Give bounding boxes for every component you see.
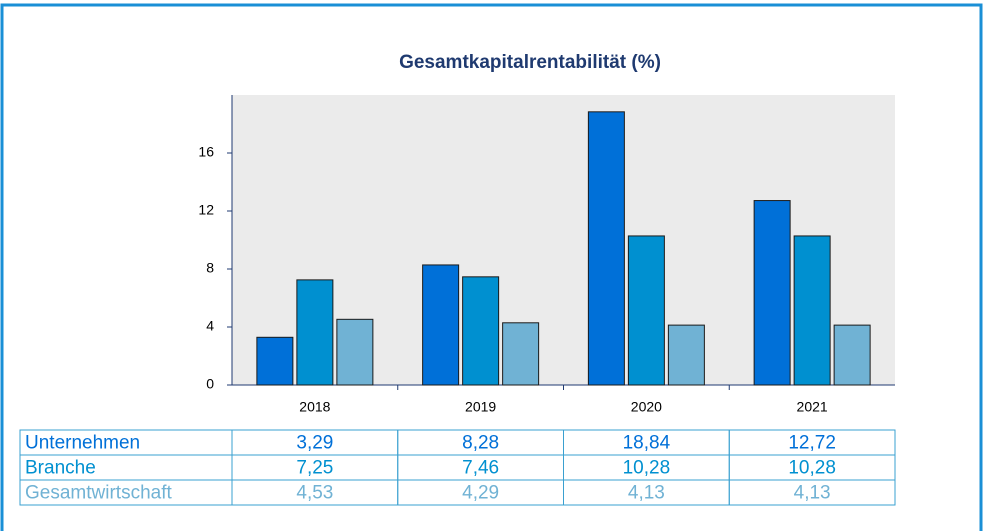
value-label: 4,53	[296, 483, 333, 504]
value-label: 10,28	[623, 458, 671, 479]
y-tick-label: 4	[206, 318, 214, 334]
bar	[627, 235, 665, 386]
bar	[587, 111, 625, 386]
y-tick-label: 12	[198, 202, 214, 218]
value-label: 4,29	[462, 483, 499, 504]
table-cell	[728, 479, 896, 506]
y-tick-label: 16	[198, 144, 214, 160]
bar	[336, 318, 374, 386]
x-tick-label: 2019	[465, 399, 496, 415]
value-label: 4,13	[628, 483, 665, 504]
chart-title: Gesamtkapitalrentabilität (%)	[399, 52, 661, 73]
value-label: 8,28	[462, 433, 499, 454]
series-name: Gesamtwirtschaft	[25, 483, 172, 504]
series-name: Unternehmen	[25, 433, 140, 454]
value-label: 7,25	[296, 458, 333, 479]
value-label: 3,29	[296, 433, 333, 454]
bar	[256, 336, 294, 386]
bar	[296, 279, 334, 386]
value-label: 18,84	[623, 433, 671, 454]
bar	[753, 200, 791, 386]
y-tick-label: 8	[206, 260, 214, 276]
bar	[833, 324, 871, 386]
bar	[793, 235, 831, 386]
value-label: 10,28	[788, 458, 836, 479]
x-tick-label: 2020	[631, 399, 662, 415]
bar	[462, 276, 500, 386]
value-label: 12,72	[788, 433, 836, 454]
bar	[502, 322, 540, 386]
series-name: Branche	[25, 458, 96, 479]
value-label: 7,46	[462, 458, 499, 479]
x-tick-label: 2018	[299, 399, 330, 415]
x-tick-label: 2021	[797, 399, 828, 415]
value-label: 4,13	[794, 483, 831, 504]
bar	[667, 324, 705, 386]
bar	[422, 264, 460, 386]
y-tick-label: 0	[206, 376, 214, 392]
frame	[0, 3, 983, 531]
